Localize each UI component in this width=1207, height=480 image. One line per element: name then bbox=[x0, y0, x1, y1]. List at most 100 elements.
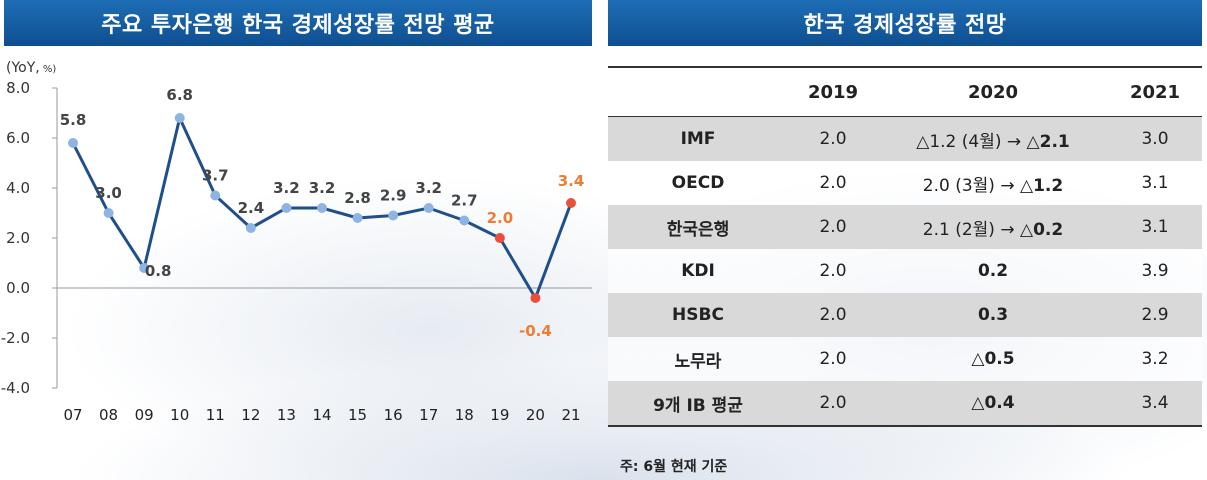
x-tick-label: 19 bbox=[490, 406, 509, 424]
y-axis-unit-main: (YoY, bbox=[6, 60, 40, 76]
value-2019: 2.0 bbox=[788, 116, 878, 161]
value-2019: 2.0 bbox=[788, 161, 878, 205]
institution-name: KDI bbox=[608, 249, 788, 293]
value-2020-latest: △0.5 bbox=[971, 349, 1015, 369]
value-2020-revision: 2.1 (2월) → bbox=[922, 219, 1020, 240]
data-point bbox=[245, 223, 256, 233]
x-tick-label: 12 bbox=[241, 406, 260, 424]
value-2019: 2.0 bbox=[788, 249, 878, 293]
header-institution bbox=[608, 66, 788, 117]
right-panel-title: 한국 경제성장률 전망 bbox=[608, 0, 1202, 46]
data-point bbox=[352, 213, 363, 223]
data-label: 3.2 bbox=[273, 179, 300, 197]
data-label: 3.0 bbox=[95, 184, 122, 202]
table-row: 9개 IB 평균 2.0 △0.4 3.4 bbox=[608, 381, 1202, 427]
value-2020-revision: 2.0 (3월) → bbox=[922, 175, 1020, 196]
data-label: 6.8 bbox=[166, 86, 193, 104]
data-label: 2.7 bbox=[451, 192, 478, 210]
table-row: HSBC 2.0 0.3 2.9 bbox=[608, 293, 1202, 337]
data-label: 0.8 bbox=[145, 262, 172, 280]
header-2019: 2019 bbox=[788, 66, 878, 117]
x-tick-label: 09 bbox=[135, 406, 154, 424]
institution-name: OECD bbox=[608, 161, 788, 205]
x-tick-label: 15 bbox=[348, 406, 367, 424]
data-point bbox=[210, 190, 221, 201]
x-tick-label: 14 bbox=[312, 406, 331, 424]
value-2021: 3.0 bbox=[1108, 116, 1202, 161]
data-point bbox=[494, 233, 505, 243]
data-label: 2.0 bbox=[487, 209, 514, 227]
y-tick-label: -2.0 bbox=[1, 329, 30, 347]
institution-name: 9개 IB 평균 bbox=[608, 381, 788, 427]
institution-name: 한국은행 bbox=[608, 205, 788, 249]
data-point bbox=[459, 215, 470, 226]
y-axis-unit-small: %) bbox=[39, 64, 57, 75]
data-point bbox=[388, 210, 399, 221]
data-point bbox=[530, 293, 541, 303]
value-2020-latest: △0.2 bbox=[1020, 219, 1064, 240]
data-label: 5.8 bbox=[60, 111, 87, 129]
x-tick-label: 08 bbox=[99, 406, 118, 424]
y-tick-label: -4.0 bbox=[1, 379, 30, 397]
value-2021: 3.2 bbox=[1108, 337, 1202, 381]
forecast-table: 2019 2020 2021 IMF 2.0 △1.2 (4월) → △2.1 3.0… bbox=[608, 66, 1202, 427]
y-axis-unit: (YoY, %) bbox=[6, 60, 56, 76]
data-label: 3.2 bbox=[309, 179, 336, 197]
table-row: 한국은행 2.0 2.1 (2월) → △0.2 3.1 bbox=[608, 205, 1202, 249]
x-tick-label: 11 bbox=[206, 406, 225, 424]
value-2020: △0.5 bbox=[878, 337, 1108, 381]
table-row: IMF 2.0 △1.2 (4월) → △2.1 3.0 bbox=[608, 116, 1202, 161]
data-point bbox=[566, 198, 576, 208]
value-2020: 0.3 bbox=[878, 293, 1108, 337]
y-tick-label: 8.0 bbox=[6, 79, 30, 97]
data-label: 3.2 bbox=[415, 179, 442, 197]
table-row: OECD 2.0 2.0 (3월) → △1.2 3.1 bbox=[608, 161, 1202, 205]
y-tick-label: 0.0 bbox=[6, 279, 30, 297]
value-2021: 3.9 bbox=[1108, 249, 1202, 293]
x-tick-label: 16 bbox=[384, 406, 403, 424]
data-point bbox=[103, 208, 114, 218]
x-tick-label: 20 bbox=[526, 406, 545, 424]
data-point bbox=[317, 203, 327, 213]
institution-name: HSBC bbox=[608, 293, 788, 337]
x-tick-label: 07 bbox=[63, 406, 82, 424]
data-label: 3.4 bbox=[558, 172, 585, 190]
value-2019: 2.0 bbox=[788, 337, 878, 381]
data-point bbox=[68, 138, 78, 148]
y-tick-label: 4.0 bbox=[6, 179, 30, 197]
value-2020: 2.1 (2월) → △0.2 bbox=[878, 205, 1108, 249]
value-2021: 3.4 bbox=[1108, 381, 1202, 427]
value-2019: 2.0 bbox=[788, 381, 878, 427]
value-2020-latest: 0.3 bbox=[977, 305, 1009, 325]
data-label: 3.7 bbox=[202, 167, 229, 185]
growth-line-chart: 8.0 6.0 4.0 2.0 0.0 -2.0 -4.0 07 08 09 10 11 12 13 14 1… bbox=[1, 79, 592, 424]
data-point bbox=[174, 113, 185, 123]
y-tick-label: 6.0 bbox=[6, 129, 30, 147]
value-2021: 2.9 bbox=[1108, 293, 1202, 337]
value-2020-latest: △0.4 bbox=[971, 393, 1015, 413]
x-tick-label: 10 bbox=[170, 406, 189, 424]
data-label: 2.8 bbox=[344, 189, 371, 207]
value-2020: △1.2 (4월) → △2.1 bbox=[878, 116, 1108, 161]
value-2020: 0.2 bbox=[878, 249, 1108, 293]
value-2021: 3.1 bbox=[1108, 205, 1202, 249]
data-label: 2.4 bbox=[238, 199, 265, 217]
x-tick-label: 13 bbox=[277, 406, 296, 424]
value-2021: 3.1 bbox=[1108, 161, 1202, 205]
value-2020: △0.4 bbox=[878, 381, 1108, 427]
x-tick-label: 21 bbox=[561, 406, 580, 424]
x-tick-label: 17 bbox=[419, 406, 438, 424]
institution-name: IMF bbox=[608, 116, 788, 161]
y-tick-label: 2.0 bbox=[6, 229, 30, 247]
left-panel-title: 주요 투자은행 한국 경제성장률 전망 평균 bbox=[4, 0, 592, 46]
data-label: 2.9 bbox=[380, 187, 407, 205]
value-2020: 2.0 (3월) → △1.2 bbox=[878, 161, 1108, 205]
table-row: 노무라 2.0 △0.5 3.2 bbox=[608, 337, 1202, 381]
data-point bbox=[423, 203, 434, 213]
value-2020-latest: 0.2 bbox=[977, 261, 1009, 281]
value-2020-revision: △1.2 (4월) → bbox=[916, 131, 1027, 152]
data-point bbox=[139, 263, 150, 273]
table-row: KDI 2.0 0.2 3.9 bbox=[608, 249, 1202, 293]
header-2021: 2021 bbox=[1108, 66, 1202, 117]
x-tick-label: 18 bbox=[455, 406, 474, 424]
